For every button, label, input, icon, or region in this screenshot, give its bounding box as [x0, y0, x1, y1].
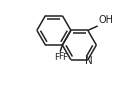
Text: OH: OH	[98, 15, 113, 25]
Text: F: F	[54, 53, 59, 62]
Text: F: F	[58, 52, 63, 61]
Text: N: N	[85, 56, 92, 66]
Text: F: F	[62, 53, 67, 62]
